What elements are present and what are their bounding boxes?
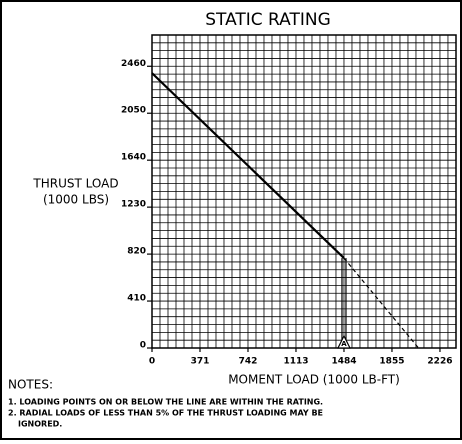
y-tick-label: 2050 <box>121 106 146 116</box>
y-tick-label: 0 <box>140 341 146 351</box>
x-tick-label: 1113 <box>283 357 308 367</box>
x-tick-label: 2226 <box>427 357 452 367</box>
y-tick-label: 1230 <box>121 200 146 210</box>
chart-title: STATIC RATING <box>205 10 331 30</box>
y-tick-label: 820 <box>127 247 146 257</box>
x-axis-label: MOMENT LOAD (1000 LB-FT) <box>228 373 400 387</box>
x-tick-label: 371 <box>191 357 210 367</box>
annotation-label: A <box>341 340 347 348</box>
plot-border <box>151 34 457 349</box>
note: IGNORED. <box>18 420 62 429</box>
x-tick-label: 1855 <box>379 357 404 367</box>
x-tick-label: 742 <box>239 357 258 367</box>
annotation-marker <box>337 334 351 349</box>
x-tick-label: 0 <box>149 357 155 367</box>
notes-heading: NOTES: <box>8 378 53 392</box>
series-line <box>343 257 419 349</box>
y-axis-label: THRUST LOAD <box>32 177 118 191</box>
y-tick-label: 1640 <box>121 153 146 163</box>
series-line <box>151 72 345 259</box>
x-tick-label: 1484 <box>331 357 356 367</box>
y-tick-label: 410 <box>127 294 146 304</box>
y-tick-label: 2460 <box>121 59 146 69</box>
y-axis-label: (1000 LBS) <box>43 193 109 207</box>
note: 2. RADIAL LOADS OF LESS THAN 5% OF THE T… <box>8 409 323 418</box>
note: 1. LOADING POINTS ON OR BELOW THE LINE A… <box>8 398 323 407</box>
